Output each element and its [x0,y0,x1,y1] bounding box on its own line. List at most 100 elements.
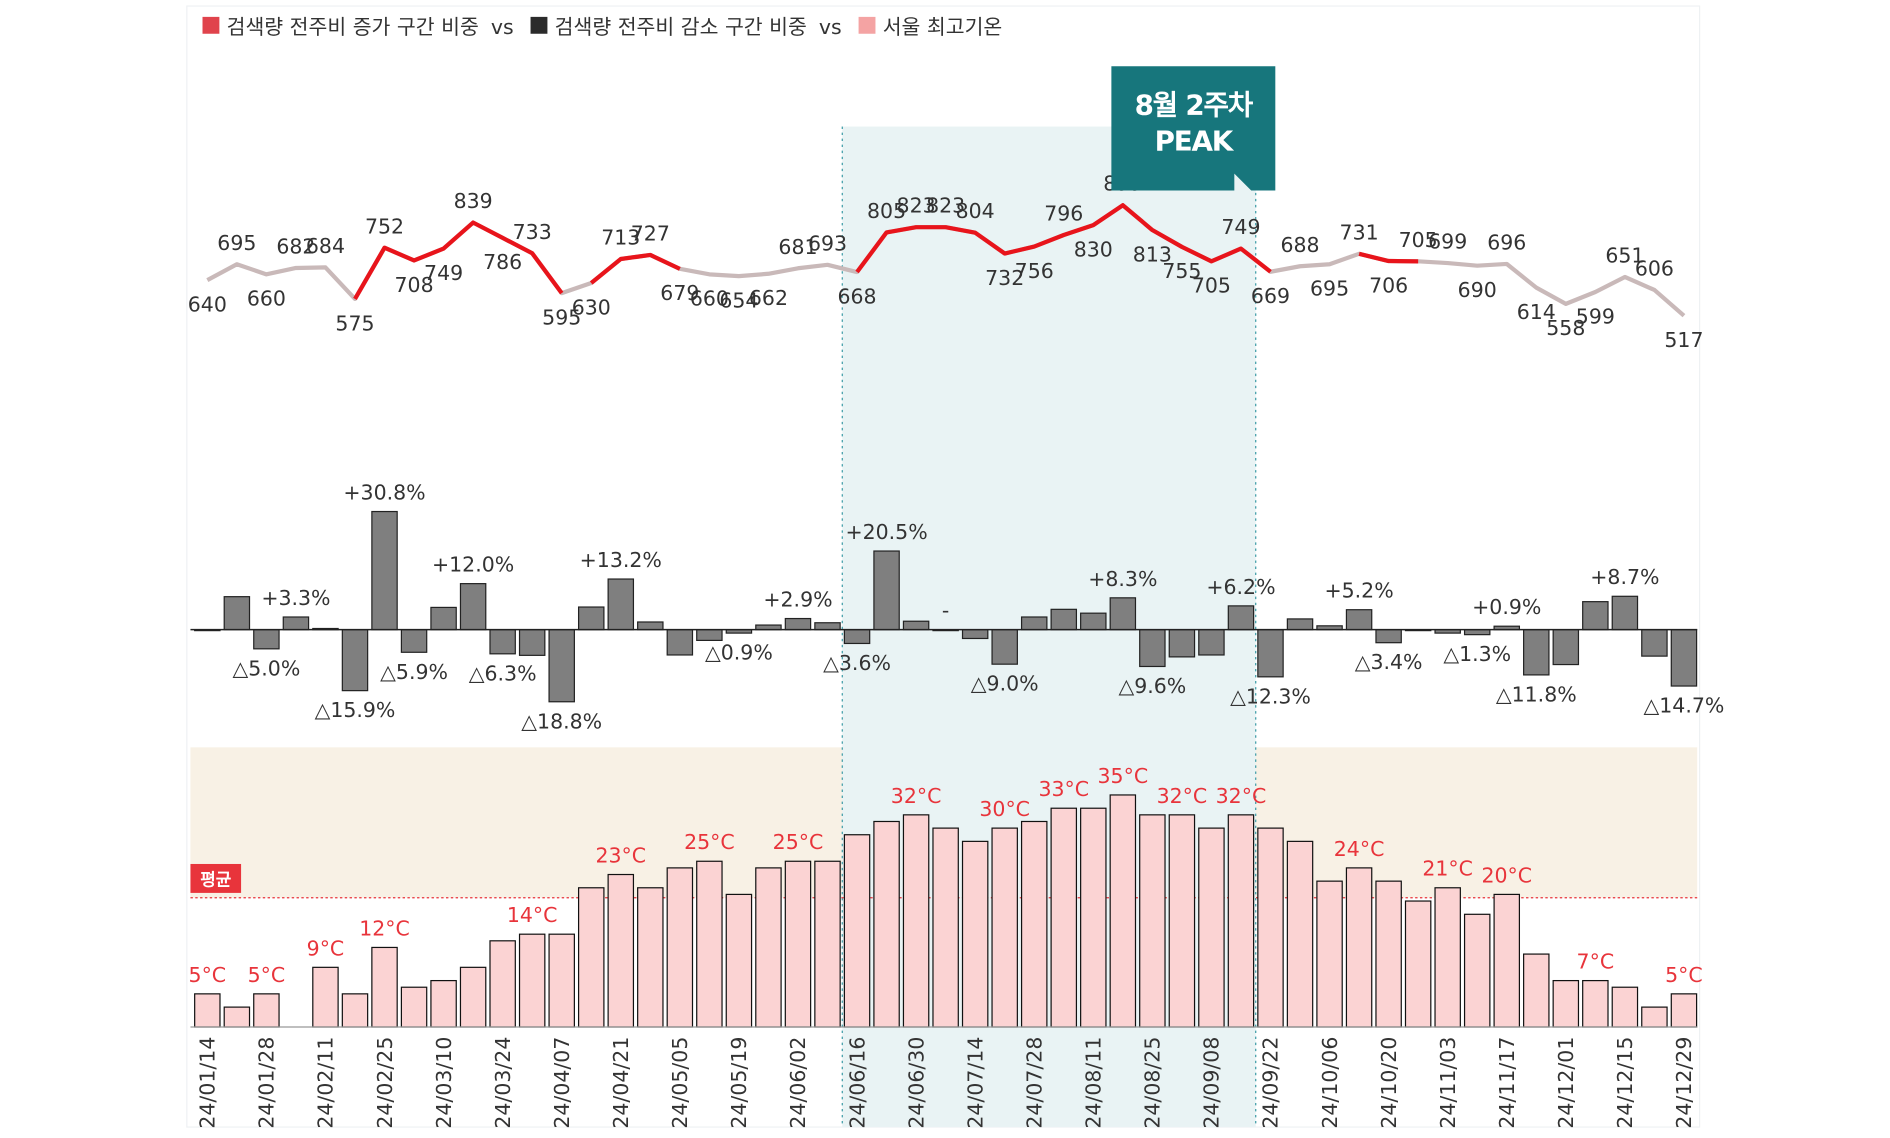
change-label: △0.9% [705,641,773,665]
temperature-bar [784,860,812,1028]
line-value-label: 654 [719,288,758,312]
line-value-label: 660 [690,287,729,311]
temperature-bar [548,933,575,1028]
x-tick-label: 24/02/25 [373,1037,397,1129]
change-label: △9.6% [1118,674,1186,698]
temperature-bar [725,893,753,1028]
temperature-bar [194,993,221,1028]
temperature-bar [459,966,487,1028]
temperature-label: 7°C [1577,950,1615,974]
line-value-label: 595 [542,305,581,329]
change-label: △9.0% [971,672,1039,696]
line-value-label: 830 [1074,238,1113,262]
temperature-bar [637,887,664,1028]
temperature-bar [843,834,871,1028]
temperature-bar [223,1006,251,1028]
change-bar [1020,616,1048,631]
line-value-label: 696 [1487,230,1526,254]
temperature-bar [371,946,398,1028]
change-bar [1168,629,1196,658]
line-value-label: 732 [985,266,1024,290]
line-value-label: 839 [454,189,493,213]
callout-text: 8월 2주차 [1135,89,1254,122]
change-bar [1582,601,1609,631]
change-label: +2.9% [763,587,832,611]
x-tick-label: 24/03/24 [491,1037,515,1129]
x-tick-label: 24/06/16 [845,1037,869,1129]
line-value-label: 804 [956,199,995,223]
x-tick-label: 24/03/10 [432,1037,456,1129]
temperature-bar [1139,814,1166,1028]
line-value-label: 614 [1517,300,1556,324]
x-tick-label: 24/05/19 [727,1037,751,1129]
chart-root: 검색량 전주비 증가 구간 비중 vs 검색량 전주비 감소 구간 비중 vs 서울 최… [186,5,1725,1129]
change-bar [1109,597,1137,631]
change-label: +20.5% [845,520,927,544]
change-bar [873,550,900,631]
change-bar [991,629,1018,665]
legend-separator: vs [819,15,842,39]
temperature-bar [312,966,339,1028]
temperature-bar [518,933,546,1028]
line-value-label: 651 [1605,243,1644,267]
temperature-bar [430,979,457,1028]
change-bar [1227,605,1255,631]
line-value-label: 705 [1399,228,1438,252]
temperature-bar [1523,953,1550,1028]
line-value-label: 731 [1340,220,1379,244]
change-label: +8.7% [1590,565,1659,589]
change-bar [961,629,989,640]
legend-separator: vs [491,15,514,39]
line-value-label: 679 [660,281,699,305]
temperature-bar [607,873,635,1028]
average-tag [190,863,242,893]
line-value-label: 706 [1369,273,1408,297]
temperature-bar [1109,794,1137,1028]
change-label: △6.3% [469,661,537,685]
temperature-bar [1670,993,1698,1028]
change-label: △3.4% [1355,650,1423,674]
change-bar [814,622,841,631]
x-tick-label: 24/07/14 [963,1037,987,1129]
change-bar [1552,629,1580,666]
temperature-bar [991,827,1018,1028]
x-tick-label: 24/09/22 [1259,1037,1283,1129]
temperature-bar [1227,814,1255,1028]
change-bar [1139,629,1166,668]
change-bar [1463,629,1491,636]
line-value-label: 669 [1251,284,1290,308]
change-bar [489,629,516,655]
x-tick-label: 24/11/17 [1495,1037,1519,1129]
temperature-bar [1404,900,1432,1028]
line-value-label: 630 [572,295,611,319]
change-bar [666,629,694,656]
temperature-label: 14°C [507,903,558,927]
temperature-bar [961,840,989,1028]
line-value-label: 752 [365,214,404,238]
change-bar [223,596,251,631]
line-value-label: 688 [1280,233,1319,257]
temperature-bar [814,860,841,1028]
change-bar [843,629,871,645]
temperature-label: 32°C [1157,784,1208,808]
temperature-bar [1375,880,1402,1028]
temperature-label: 5°C [248,963,286,987]
temperature-label: 32°C [1216,784,1267,808]
x-tick-label: 24/12/29 [1672,1037,1696,1129]
x-tick-label: 24/09/08 [1200,1037,1224,1129]
temperature-bar [902,814,930,1028]
legend-label: 서울 최고기온 [883,15,1003,39]
line-value-label: 693 [808,231,847,255]
change-bar [518,629,546,656]
temperature-bar [1286,840,1314,1028]
change-bar [371,510,398,631]
change-label: △15.9% [315,698,396,722]
change-label: △14.7% [1644,694,1725,718]
x-tick-label: 24/01/28 [255,1037,279,1129]
line-value-label: 749 [424,261,463,285]
temperature-bar [253,993,280,1028]
temperature-bar [1611,986,1639,1028]
line-value-label: 558 [1546,316,1585,340]
line-value-label: 690 [1458,278,1497,302]
